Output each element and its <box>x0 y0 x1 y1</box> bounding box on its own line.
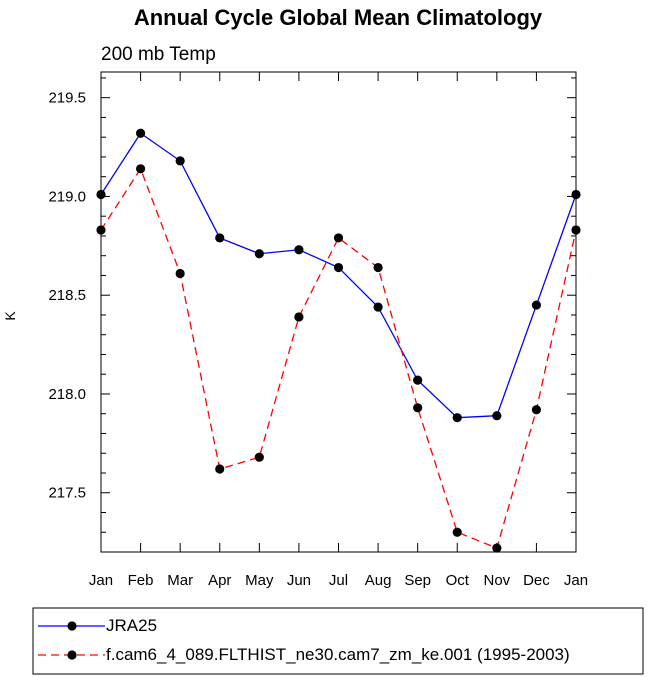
series-2-point <box>333 233 344 243</box>
series-2-point <box>254 452 264 462</box>
x-tick-label: Jun <box>287 572 311 589</box>
x-tick-label: May <box>245 572 274 589</box>
series-line-2 <box>100 167 577 549</box>
series-2-point <box>373 262 383 273</box>
series-2-point <box>294 312 304 322</box>
legend-marker-2 <box>67 650 77 660</box>
series-1-point <box>492 411 502 421</box>
series-1-point <box>452 413 462 423</box>
x-tick-label: Apr <box>208 572 231 589</box>
series-1-point <box>373 302 383 312</box>
series-1-point <box>175 156 185 166</box>
legend-marker-1 <box>67 621 77 631</box>
x-tick-label: Feb <box>128 572 154 589</box>
series-2-point <box>135 164 146 174</box>
series-1-point <box>294 245 304 255</box>
series-2-point <box>175 268 185 279</box>
x-tick-label: Aug <box>365 572 392 589</box>
series-2-point <box>215 464 225 474</box>
series-2-point <box>492 543 502 553</box>
plot-frame <box>100 71 577 553</box>
series-1-point <box>135 128 146 138</box>
x-tick-label: Jan <box>89 572 113 589</box>
y-tick-label: 217.5 <box>48 485 86 502</box>
x-tick-label: Jul <box>329 572 348 589</box>
y-axis-label: K <box>2 311 18 321</box>
y-tick-label: 218.5 <box>48 287 86 304</box>
chart-subtitle: 200 mb Temp <box>101 44 216 65</box>
series-1-point <box>333 262 344 273</box>
series-1-point <box>413 375 423 385</box>
series-1-point <box>531 300 542 310</box>
legend: JRA25 f.cam6_4_089.FLTHIST_ne30.cam7_zm_… <box>32 607 644 675</box>
y-tick-label: 219.5 <box>48 90 86 107</box>
legend-label-1: JRA25 <box>106 616 157 635</box>
x-tick-label: Oct <box>446 572 470 589</box>
series-1-point <box>215 233 225 243</box>
series-2-point <box>452 527 462 537</box>
x-tick-label: Jan <box>564 572 588 589</box>
series-1-point <box>254 249 264 259</box>
y-tick-label: 218.0 <box>48 386 86 403</box>
series-2-point <box>531 405 542 415</box>
legend-label-2: f.cam6_4_089.FLTHIST_ne30.cam7_zm_ke.001… <box>106 645 570 664</box>
x-tick-label: Mar <box>167 572 193 589</box>
y-tick-label: 219.0 <box>48 188 86 205</box>
legend-box <box>32 607 644 675</box>
x-tick-label: Nov <box>483 572 510 589</box>
x-tick-label: Sep <box>404 572 431 589</box>
x-tick-label: Dec <box>523 572 550 589</box>
series-line-1 <box>100 132 577 419</box>
chart-title: Annual Cycle Global Mean Climatology <box>134 5 543 30</box>
series-2-point <box>413 403 423 413</box>
